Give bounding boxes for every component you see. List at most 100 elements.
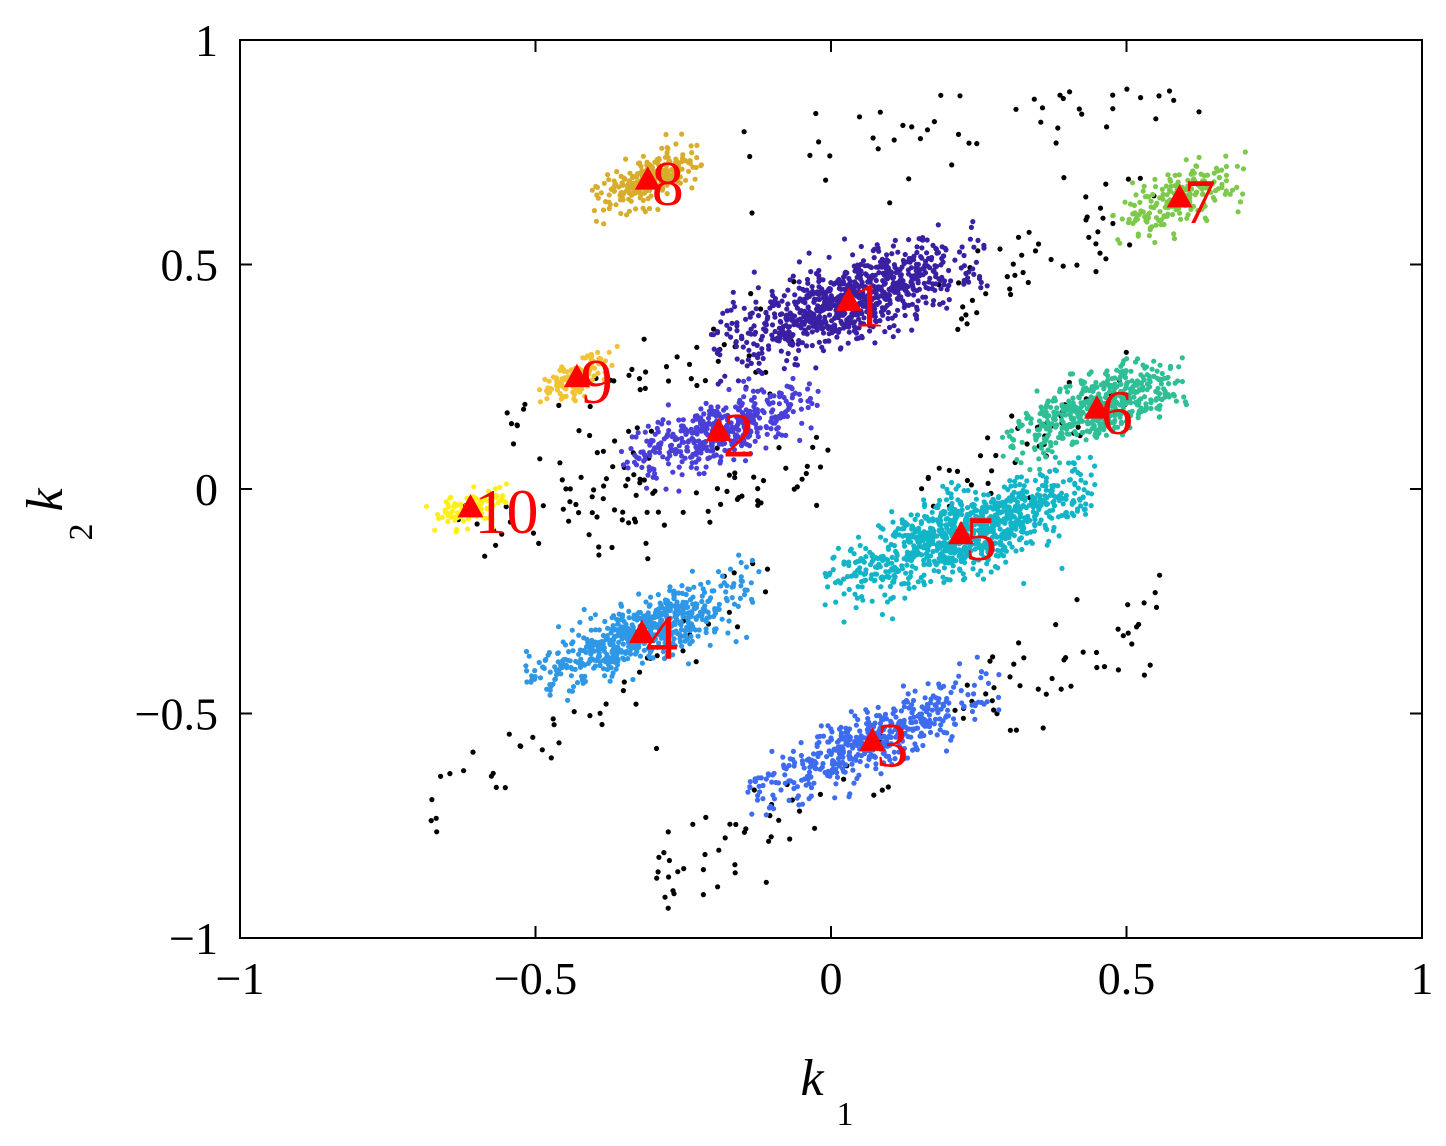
- cluster-9-point: [559, 393, 565, 399]
- cluster-4-point: [689, 610, 695, 616]
- noise-point: [700, 892, 707, 898]
- cluster-1-point: [810, 313, 816, 319]
- noise-point: [637, 669, 643, 675]
- noise-point: [871, 792, 877, 798]
- cluster-4-point: [656, 623, 662, 629]
- cluster-5-point: [1015, 503, 1021, 509]
- cluster-4-point: [667, 630, 673, 636]
- cluster-1-point: [801, 330, 807, 336]
- cluster-3-point: [909, 709, 915, 715]
- cluster-3-point: [825, 739, 832, 745]
- noise-point: [1083, 194, 1089, 200]
- cluster-2-point: [681, 439, 687, 445]
- cluster-3-point: [830, 758, 836, 764]
- cluster-6-point: [1078, 400, 1084, 406]
- noise-point: [556, 402, 562, 408]
- cluster-2-point: [805, 386, 811, 392]
- cluster-2-point: [785, 402, 792, 408]
- cluster-2-point: [751, 394, 757, 401]
- cluster-1-point: [875, 245, 881, 251]
- cluster-2-point: [776, 401, 783, 407]
- cluster-3-point: [801, 765, 807, 771]
- cluster-5-point: [911, 554, 917, 560]
- noise-point: [600, 496, 606, 502]
- cluster-1-point: [886, 286, 892, 293]
- noise-point: [1031, 96, 1037, 102]
- noise-point: [741, 829, 748, 835]
- cluster-3-point: [927, 700, 934, 706]
- cluster-8-point: [640, 153, 647, 159]
- cluster-1-point: [892, 312, 898, 319]
- cluster-5-point: [1000, 542, 1006, 549]
- cluster-2-point: [652, 471, 658, 477]
- cluster-2-point: [660, 417, 666, 423]
- cluster-6-point: [1092, 383, 1098, 389]
- cluster-4-point: [756, 569, 762, 575]
- cluster-2-point: [730, 429, 736, 435]
- cluster-4-point: [726, 618, 732, 624]
- cluster-3-point: [857, 735, 863, 742]
- cluster-1-point: [890, 334, 896, 340]
- noise-point: [702, 851, 708, 858]
- noise-point: [804, 463, 810, 469]
- cluster-1-point: [755, 313, 762, 319]
- noise-point: [783, 465, 789, 471]
- noise-point: [571, 709, 577, 715]
- cluster-1-point: [873, 277, 879, 284]
- cluster-1-point: [897, 273, 904, 279]
- cluster-4-point: [609, 640, 616, 646]
- cluster-3-point: [766, 772, 772, 778]
- cluster-4-point: [565, 697, 571, 703]
- cluster-1-point: [845, 340, 851, 346]
- cluster-4-point: [712, 629, 718, 635]
- cluster-1-point: [946, 267, 952, 274]
- cluster-4-point: [568, 664, 574, 671]
- cluster-2-point: [799, 420, 805, 426]
- cluster-5-point: [846, 586, 852, 593]
- cluster-8-point: [623, 188, 630, 194]
- cluster-1-point: [966, 269, 972, 275]
- cluster-1-point: [821, 302, 827, 308]
- cluster-5-point: [852, 570, 858, 576]
- noise-point: [643, 369, 649, 375]
- cluster-3-point: [969, 708, 976, 715]
- cluster-3-point: [943, 714, 949, 720]
- cluster-1-point: [876, 299, 883, 305]
- noise-point: [724, 488, 730, 494]
- cluster-2-point: [665, 402, 672, 408]
- cluster-2-point: [682, 426, 689, 432]
- cluster-6-point: [1039, 408, 1045, 414]
- cluster-6-point: [1045, 398, 1051, 404]
- cluster-1-point: [791, 322, 797, 328]
- cluster-3-point: [934, 732, 940, 738]
- cluster-3-point: [902, 730, 908, 736]
- cluster-3-point: [806, 781, 812, 787]
- cluster-2-point: [777, 393, 783, 400]
- cluster-1-point: [915, 298, 921, 304]
- cluster-1-point: [784, 358, 790, 364]
- cluster-6-point: [1069, 371, 1076, 377]
- noise-point: [518, 743, 524, 749]
- cluster-6-point: [1078, 412, 1084, 418]
- cluster-4-point: [648, 647, 655, 653]
- cluster-7-point: [1222, 191, 1228, 197]
- cluster-8-point: [613, 202, 619, 208]
- cluster-1-point: [714, 328, 721, 335]
- cluster-1-point: [744, 339, 750, 345]
- cluster-1-point: [858, 268, 864, 274]
- cluster-9-point: [537, 399, 544, 405]
- cluster-1-point: [841, 236, 848, 242]
- cluster-6-point: [1073, 431, 1079, 437]
- cluster-5-point: [1003, 559, 1009, 565]
- cluster-1-point: [860, 258, 867, 264]
- noise-point: [625, 476, 631, 482]
- cluster-1-point: [857, 289, 863, 295]
- cluster-3-point: [836, 737, 842, 743]
- cluster-4-point: [614, 616, 620, 622]
- noise-point: [665, 829, 671, 835]
- cluster-5-point: [1088, 472, 1094, 478]
- cluster-4-point: [545, 652, 551, 658]
- cluster-3-point: [940, 718, 946, 724]
- cluster-2-point: [666, 420, 672, 426]
- cluster-3-point: [790, 748, 797, 755]
